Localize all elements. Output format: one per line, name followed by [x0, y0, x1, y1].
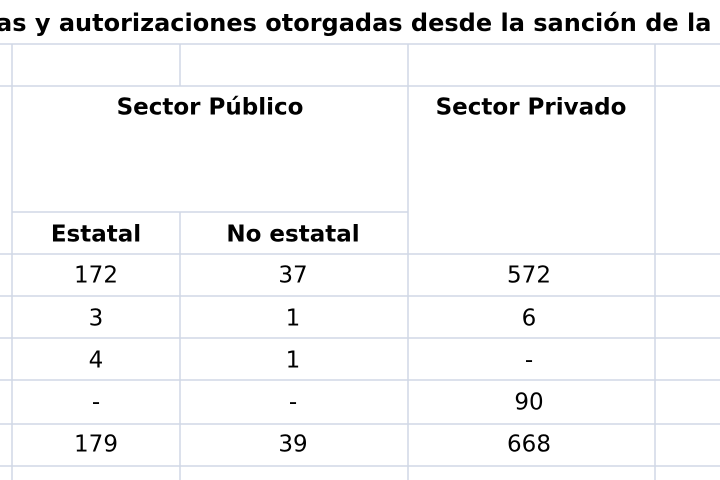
- group-header: Sector Privado: [436, 95, 627, 121]
- grid: [0, 43, 720, 480]
- table-cell: 1: [286, 348, 301, 374]
- table-cell: 3: [89, 306, 104, 332]
- table-cell: 1: [286, 306, 301, 332]
- sub-header: Estatal: [51, 222, 141, 248]
- table-cell: 4: [89, 348, 104, 374]
- table-cell: 6: [522, 306, 537, 332]
- sub-header: No estatal: [226, 222, 359, 248]
- table-cell: 668: [507, 432, 551, 458]
- sheet-title: as y autorizaciones otorgadas desde la s…: [0, 9, 720, 37]
- table-cell: 172: [74, 263, 118, 289]
- group-header: Sector Público: [117, 95, 304, 121]
- table-cell: -: [289, 390, 297, 416]
- table-cell: 90: [514, 390, 543, 416]
- table-cell: 37: [278, 263, 307, 289]
- table-cell: -: [92, 390, 100, 416]
- table-cell: 179: [74, 432, 118, 458]
- table-cell: 39: [278, 432, 307, 458]
- table-cell: -: [525, 348, 533, 374]
- table-cell: 572: [507, 263, 551, 289]
